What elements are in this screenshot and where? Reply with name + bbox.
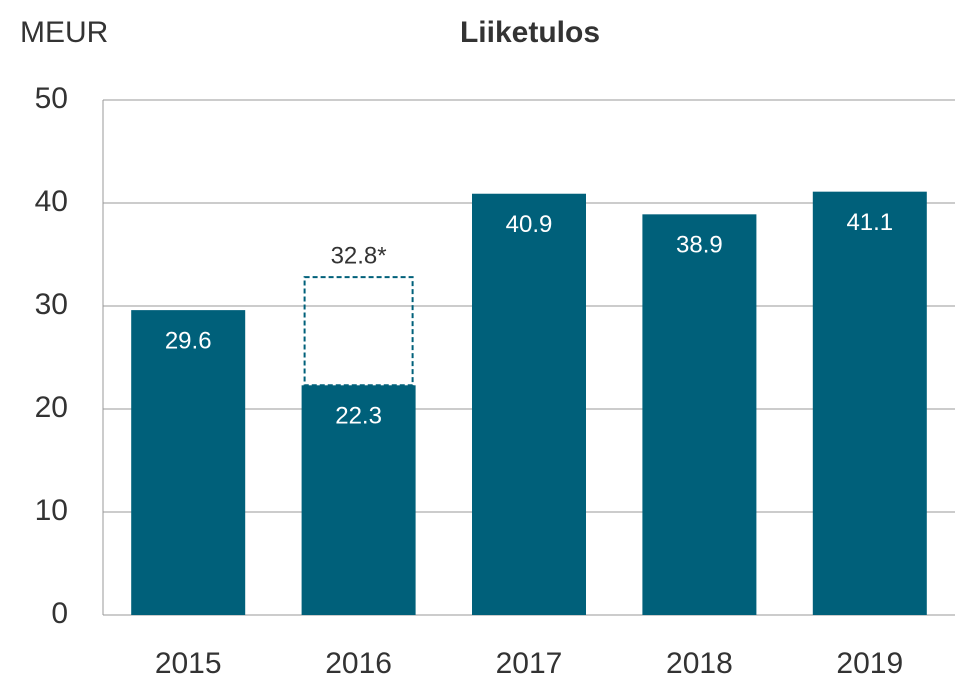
value-label: 40.9 <box>506 211 553 238</box>
y-tick-label: 30 <box>35 288 68 321</box>
bar <box>301 385 416 615</box>
y-tick-label: 20 <box>35 391 68 424</box>
x-tick-label: 2017 <box>496 647 563 680</box>
x-tick-label: 2018 <box>666 647 733 680</box>
value-label: 22.3 <box>335 403 382 430</box>
adjusted-bar <box>303 276 414 387</box>
bar <box>131 310 246 615</box>
chart-title: Liiketulos <box>460 16 600 49</box>
bar <box>642 214 757 615</box>
y-tick-label: 50 <box>35 82 68 115</box>
value-label: 29.6 <box>165 327 212 354</box>
x-tick-label: 2015 <box>155 647 222 680</box>
x-tick-label: 2016 <box>325 647 392 680</box>
value-label: 38.9 <box>676 232 723 259</box>
adjusted-label: 32.8* <box>331 243 387 270</box>
value-label: 41.1 <box>846 209 893 236</box>
bar <box>472 193 586 616</box>
x-tick-label: 2019 <box>836 647 903 680</box>
y-tick-label: 40 <box>35 185 68 218</box>
bar <box>812 191 927 616</box>
y-tick-label: 0 <box>51 597 68 630</box>
y-tick-label: 10 <box>35 494 68 527</box>
y-axis-label: MEUR <box>20 16 108 49</box>
